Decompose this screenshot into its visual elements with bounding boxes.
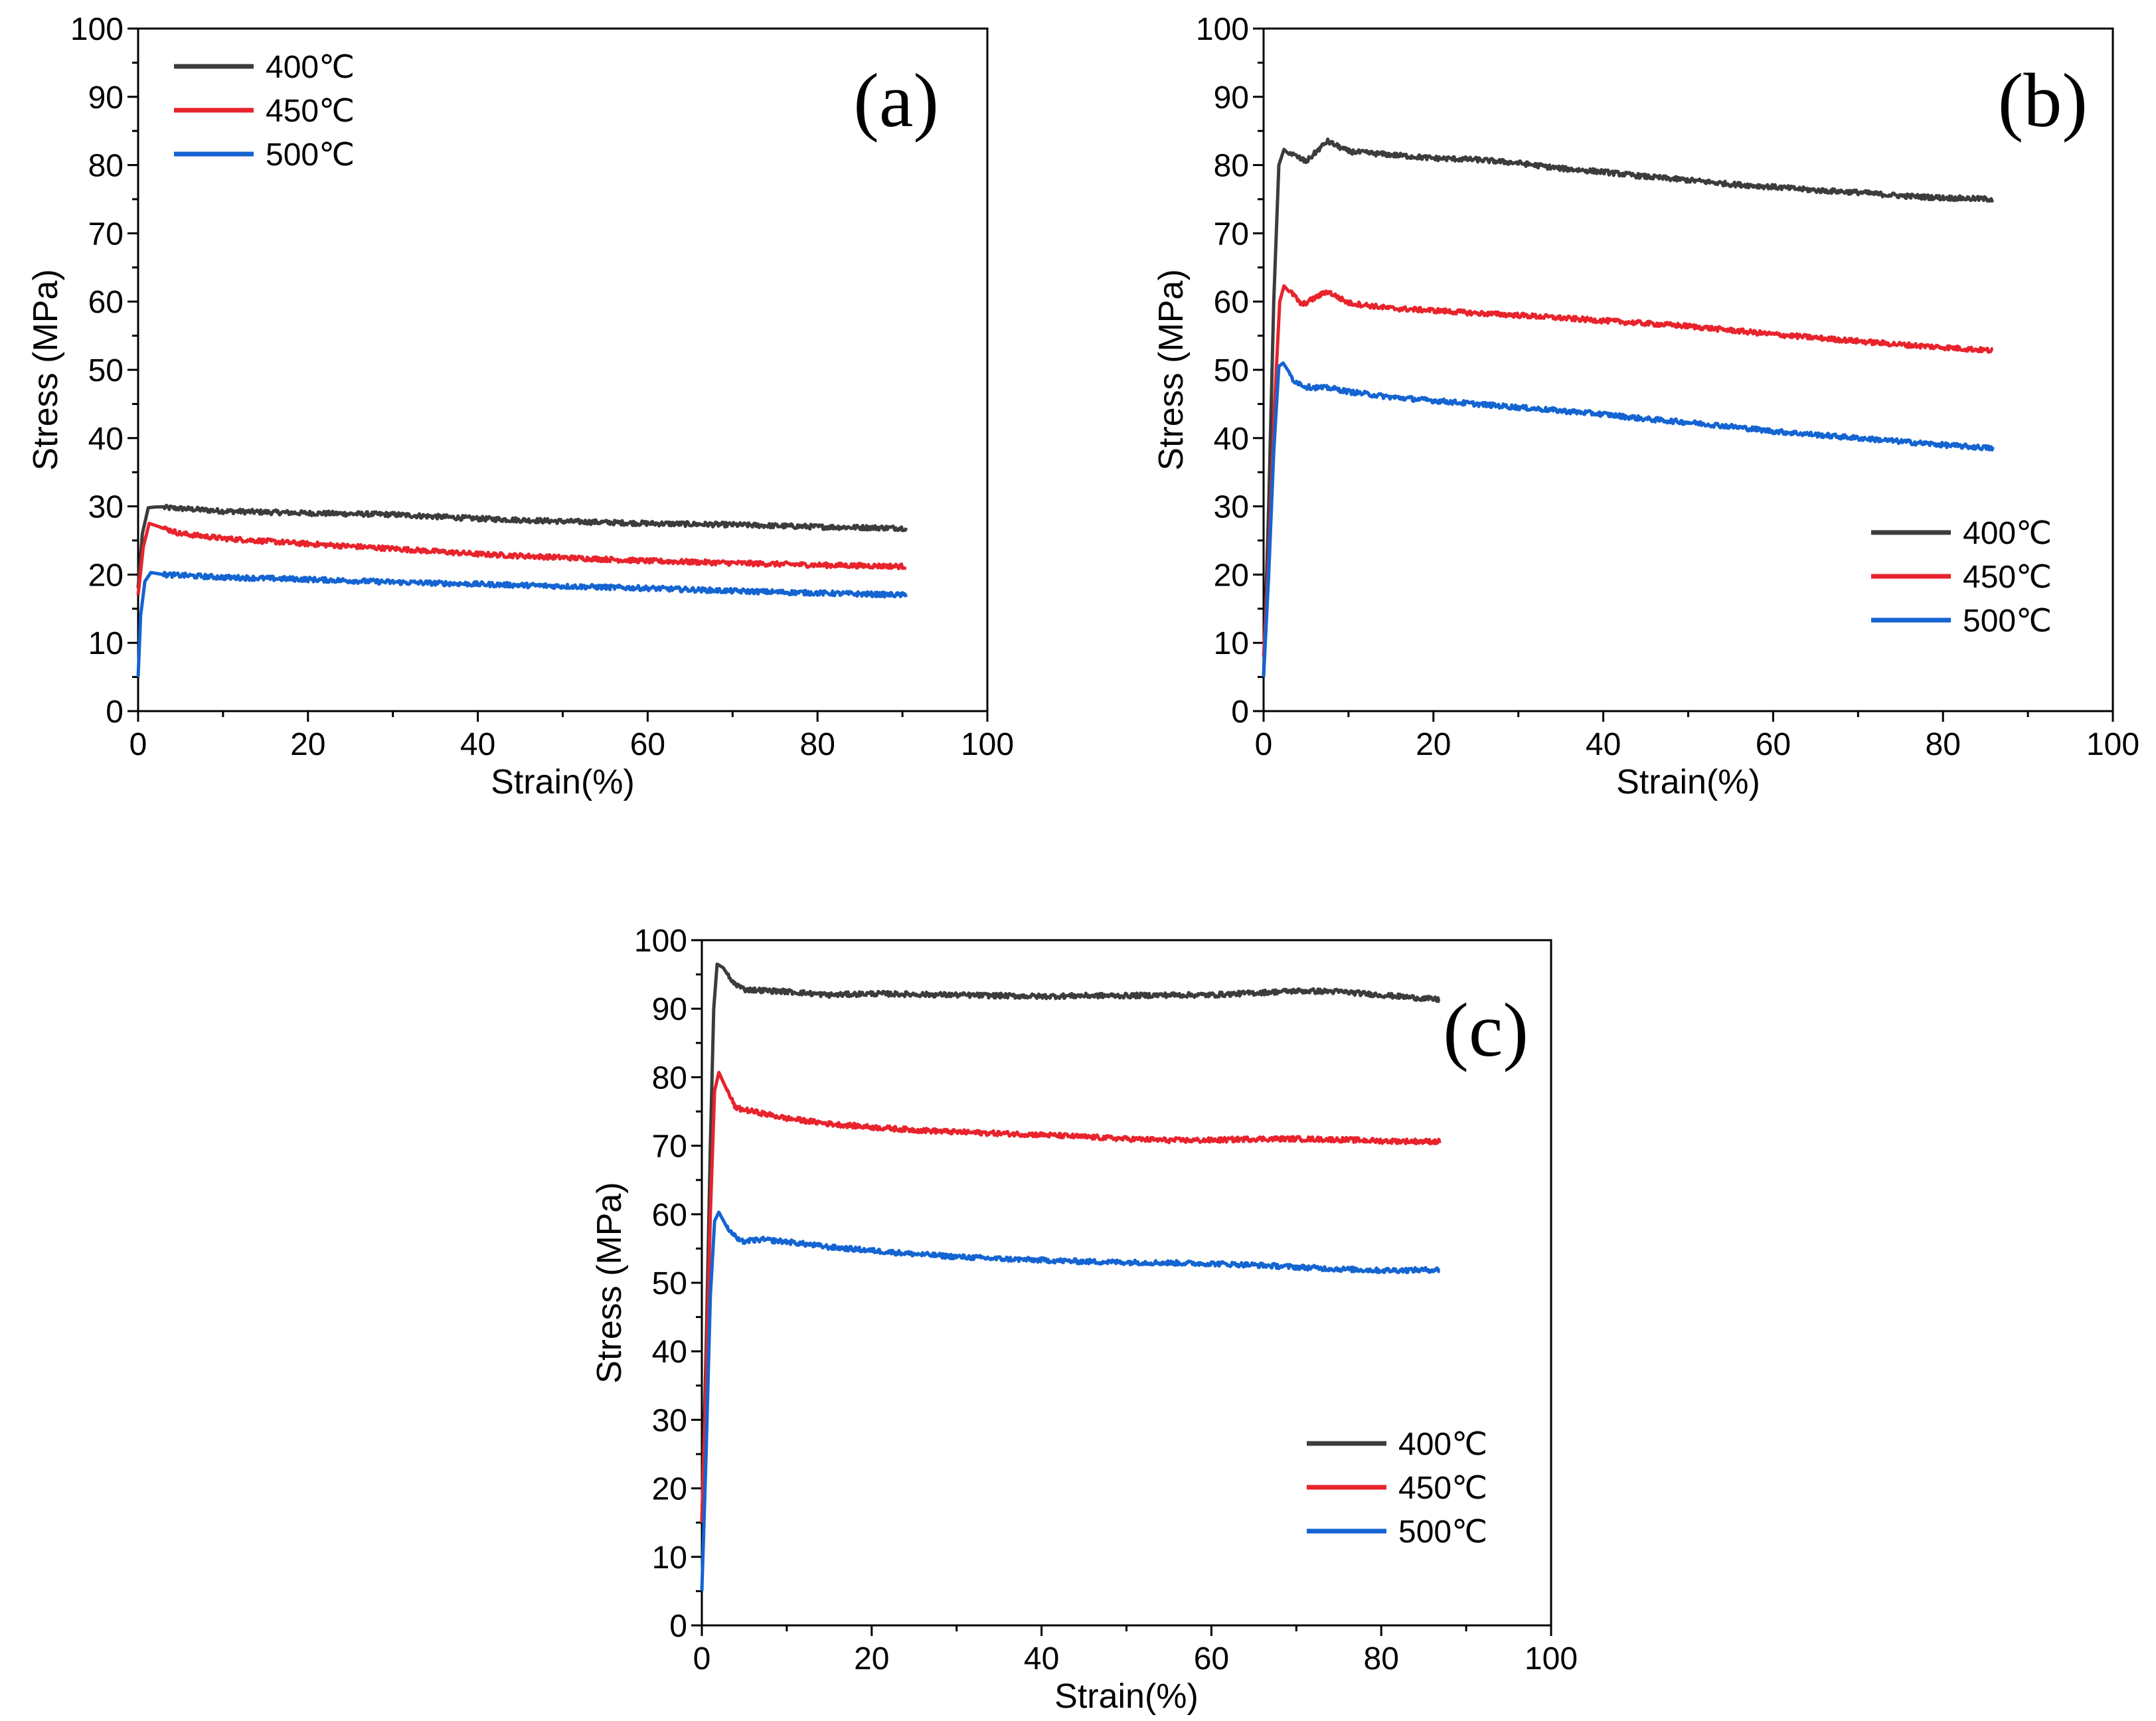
legend-label: 450℃ — [1963, 560, 2052, 595]
y-tick-label: 70 — [88, 216, 124, 252]
series-line-400℃ — [700, 962, 1441, 1523]
series-line-450℃ — [136, 521, 907, 596]
x-tick-label: 0 — [1255, 727, 1273, 762]
x-tick-label: 80 — [1926, 727, 1961, 762]
series-line-400℃ — [136, 503, 908, 589]
x-tick-label: 20 — [854, 1641, 889, 1677]
x-tick-label: 0 — [693, 1641, 711, 1677]
y-tick-label: 60 — [88, 285, 124, 320]
panel-letter: (b) — [1998, 58, 2088, 143]
y-tick-label: 90 — [652, 992, 687, 1027]
legend-label: 400℃ — [266, 50, 355, 85]
y-tick-label: 20 — [652, 1472, 687, 1507]
panel-letter: (a) — [853, 58, 939, 143]
y-tick-label: 60 — [652, 1198, 687, 1233]
y-tick-label: 30 — [1214, 490, 1249, 525]
legend-label: 500℃ — [1963, 604, 2052, 639]
y-tick-label: 30 — [652, 1403, 687, 1438]
x-tick-label: 40 — [1024, 1641, 1059, 1677]
legend-label: 500℃ — [266, 137, 355, 173]
y-tick-label: 40 — [1214, 422, 1249, 457]
x-axis-label: Strain(%) — [491, 763, 635, 801]
y-tick-label: 0 — [106, 695, 124, 730]
y-tick-label: 50 — [1214, 353, 1249, 388]
y-tick-label: 10 — [652, 1540, 687, 1576]
y-tick-label: 0 — [669, 1609, 687, 1644]
x-tick-label: 80 — [1364, 1641, 1399, 1677]
y-tick-label: 70 — [1214, 216, 1249, 252]
y-tick-label: 100 — [1196, 12, 1249, 47]
y-tick-label: 80 — [88, 149, 124, 184]
y-tick-label: 20 — [88, 558, 124, 593]
y-tick-label: 100 — [634, 924, 687, 959]
y-axis-label: Stress (MPa) — [1152, 269, 1191, 470]
legend-label: 400℃ — [1963, 516, 2052, 551]
x-tick-label: 80 — [800, 727, 835, 762]
y-tick-label: 40 — [88, 422, 124, 457]
y-tick-label: 30 — [88, 490, 124, 525]
y-tick-label: 60 — [1214, 285, 1249, 320]
chart-panel-2: 0 10 20 30 40 50 60 70 80 90 100 0 20 40 60 80 100 Strain… — [1152, 12, 2139, 801]
legend-label: 450℃ — [1398, 1471, 1487, 1506]
y-axis-label: Stress (MPa) — [590, 1182, 629, 1383]
x-tick-label: 60 — [1756, 727, 1791, 762]
series-line-400℃ — [1262, 137, 1995, 677]
series-line-450℃ — [700, 1070, 1442, 1523]
y-tick-label: 50 — [88, 353, 124, 388]
y-tick-label: 40 — [652, 1335, 687, 1370]
y-tick-label: 80 — [1214, 149, 1249, 184]
y-tick-label: 90 — [1214, 80, 1249, 116]
x-tick-label: 20 — [290, 727, 325, 762]
x-tick-label: 100 — [961, 727, 1014, 762]
y-tick-label: 10 — [1214, 626, 1249, 661]
x-axis-label: Strain(%) — [1054, 1677, 1199, 1716]
x-tick-label: 20 — [1416, 727, 1451, 762]
x-tick-label: 40 — [1586, 727, 1621, 762]
y-tick-label: 70 — [652, 1129, 687, 1165]
x-tick-label: 100 — [2086, 727, 2139, 762]
y-tick-label: 50 — [652, 1266, 687, 1301]
x-tick-label: 40 — [460, 727, 495, 762]
x-tick-label: 100 — [1525, 1641, 1578, 1677]
panel-letter: (c) — [1443, 988, 1529, 1073]
legend-label: 450℃ — [266, 94, 355, 129]
y-tick-label: 80 — [652, 1060, 687, 1096]
legend-label: 500℃ — [1398, 1515, 1487, 1550]
y-tick-label: 0 — [1231, 695, 1249, 730]
chart-panel-1: 0 10 20 30 40 50 60 70 80 90 100 0 20 40 60 80 100 Strain… — [27, 12, 1014, 801]
x-tick-label: 0 — [129, 727, 147, 762]
y-tick-label: 90 — [88, 80, 124, 116]
x-tick-label: 60 — [1194, 1641, 1229, 1677]
series-line-500℃ — [136, 570, 908, 677]
series-line-500℃ — [700, 1210, 1441, 1592]
y-tick-label: 10 — [88, 626, 124, 661]
x-tick-label: 60 — [630, 727, 665, 762]
series-line-500℃ — [1262, 361, 1995, 677]
y-tick-label: 100 — [70, 12, 124, 47]
y-tick-label: 20 — [1214, 558, 1249, 593]
chart-panel-3: 0 10 20 30 40 50 60 70 80 90 100 0 20 40 60 80 100 Strain… — [590, 924, 1578, 1716]
x-axis-label: Strain(%) — [1616, 763, 1760, 801]
series-line-450℃ — [1262, 284, 1994, 657]
y-axis-label: Stress (MPa) — [27, 269, 65, 470]
legend-label: 400℃ — [1398, 1427, 1487, 1462]
